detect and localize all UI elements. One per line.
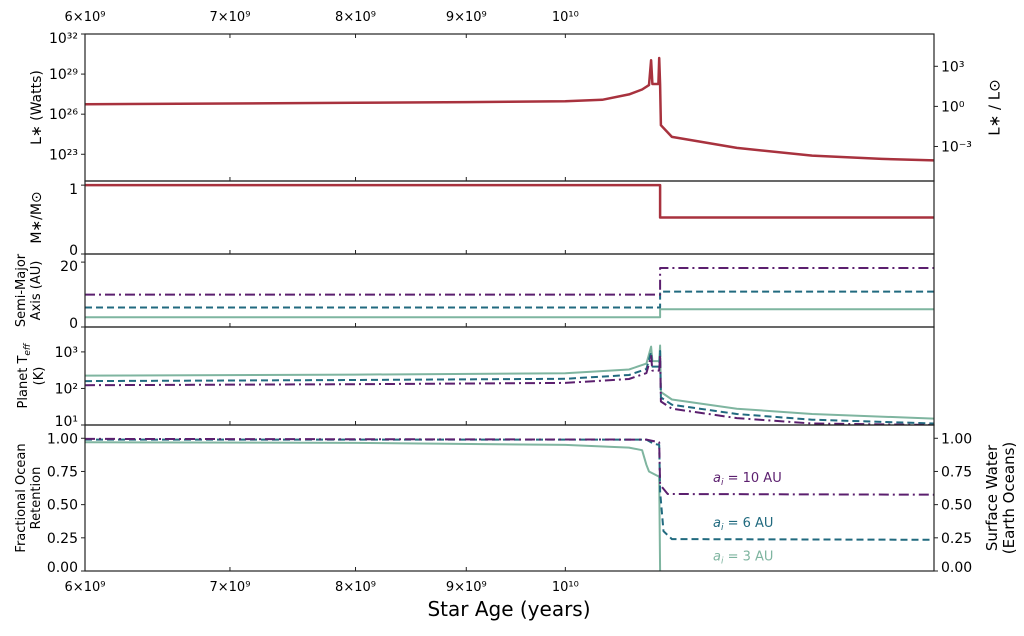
y-axis-label: Fractional Ocean Retention — [14, 443, 44, 552]
x-tick-label-top: 8×10⁹ — [335, 10, 376, 25]
x-tick-label-top: 6×10⁹ — [65, 10, 106, 25]
annotation-sub: i — [721, 556, 724, 566]
right-y-axis-label: L∗ / L⊙ — [985, 79, 1003, 135]
y-tick-label: 0.50 — [47, 498, 78, 514]
y-tick-label: 1 — [69, 182, 78, 198]
y-axis-label: Semi-Major Axis (AU) — [14, 253, 44, 327]
y-axis-label-line: Planet Teff — [16, 342, 33, 408]
x-tick-label: 8×10⁹ — [335, 580, 376, 595]
y-tick-label: 0 — [69, 243, 78, 259]
x-tick-label-top: 9×10⁹ — [446, 10, 487, 25]
y-tick-label: 10²⁹ — [49, 67, 78, 83]
series-line-a10 — [85, 267, 934, 296]
y-tick-label: 1.00 — [47, 431, 78, 447]
y-tick-label: 0.75 — [47, 464, 78, 480]
y-axis-label-line: Semi-Major — [14, 253, 29, 327]
y-tick-label: 10³ — [55, 345, 78, 361]
right-y-tick-label: 10⁻³ — [941, 139, 972, 155]
right-y-tick-label: 0.50 — [941, 498, 972, 514]
y-axis-label: M∗/M⊙ — [29, 191, 45, 243]
right-y-tick-label: 10³ — [941, 59, 964, 75]
x-tick-label: 6×10⁹ — [65, 580, 106, 595]
x-tick-label: 9×10⁹ — [446, 580, 487, 595]
right-y-axis-label: Surface Water (Earth Oceans) — [983, 442, 1018, 555]
series-line-a3 — [85, 344, 934, 420]
series-line-a3 — [85, 308, 934, 319]
y-tick-label: 0.00 — [47, 560, 78, 576]
y-axis-label-line: Axis (AU) — [29, 261, 44, 321]
x-tick-label: 10¹⁰ — [552, 580, 579, 595]
y-tick-label: 0 — [69, 316, 78, 332]
y-tick-label: 0.25 — [47, 531, 78, 547]
series-annotation: ai = 6 AU — [713, 516, 773, 533]
panel-semimajor: 20 0 — [60, 253, 935, 332]
series-line-a10 — [85, 437, 934, 496]
panel-retention: 1.00 0.75 0.50 0.25 0.00 1.00 0.75 0.50 0.25 0.00… — [47, 424, 972, 576]
right-y-axis-label-line: (Earth Oceans) — [1000, 442, 1018, 555]
annotation-var: a — [713, 516, 721, 531]
series-line-a6 — [85, 438, 934, 541]
y-tick-label: 10²³ — [49, 147, 78, 163]
panel-luminosity: 10³² 10²⁹ 10²⁶ 10²³ 10³ 10⁰ 10⁻³ — [49, 31, 972, 182]
annotation-text: = 6 AU — [723, 516, 773, 531]
x-axis-label: Star Age (years) — [427, 597, 590, 621]
y-tick-label: 10² — [55, 381, 78, 397]
series-line-star — [85, 56, 934, 162]
y-axis-label-line: L∗ (Watts) — [29, 70, 45, 145]
right-y-tick-label: 0.25 — [941, 531, 972, 547]
annotation-var: a — [713, 549, 721, 564]
right-y-axis-label-line: L∗ / L⊙ — [985, 79, 1003, 135]
series-annotation: ai = 3 AU — [713, 549, 773, 566]
panel-frame — [84, 424, 935, 572]
annotation-text: = 3 AU — [723, 549, 773, 564]
right-y-tick-label: 0.00 — [941, 560, 972, 576]
y-axis-label: L∗ (Watts) — [29, 70, 45, 145]
panel-teff: 10³ 10² 10¹ Planet Teff(K) — [16, 326, 935, 430]
y-axis-label-line: M∗/M⊙ — [29, 191, 45, 243]
annotation-sub: i — [721, 478, 724, 488]
y-axis-label-line: (K) — [32, 367, 47, 386]
y-axis-label: Planet Teff(K) — [16, 342, 47, 408]
annotation-sub: i — [721, 523, 724, 533]
panel-mass: 10 — [69, 180, 935, 259]
y-tick-label: 10²⁶ — [49, 107, 78, 123]
x-tick-label: 7×10⁹ — [209, 580, 250, 595]
y-axis-label-line: Fractional Ocean — [14, 443, 29, 552]
series-annotation: ai = 10 AU — [713, 471, 782, 488]
x-tick-label-top: 7×10⁹ — [209, 10, 250, 25]
panel-frame — [84, 253, 935, 328]
series-line-star — [85, 183, 934, 219]
y-tick-label: 10¹ — [55, 414, 78, 430]
y-axis-label-sub: eff — [23, 342, 33, 356]
series-line-a3 — [85, 441, 662, 571]
x-tick-label-top: 10¹⁰ — [552, 10, 579, 25]
y-tick-label: 10³² — [49, 31, 78, 47]
annotation-text: = 10 AU — [723, 471, 781, 486]
right-y-tick-label: 1.00 — [941, 431, 972, 447]
series-line-a6 — [85, 350, 934, 425]
y-tick-label: 20 — [60, 259, 78, 275]
panel-frame — [84, 33, 935, 182]
series-line-a6 — [85, 290, 934, 309]
y-axis-label-line: Retention — [29, 467, 44, 530]
right-y-tick-label: 0.75 — [941, 464, 972, 480]
annotation-var: a — [713, 471, 721, 486]
right-y-axis-label-line: Surface Water — [983, 444, 1001, 551]
right-y-tick-label: 10⁰ — [941, 99, 965, 115]
